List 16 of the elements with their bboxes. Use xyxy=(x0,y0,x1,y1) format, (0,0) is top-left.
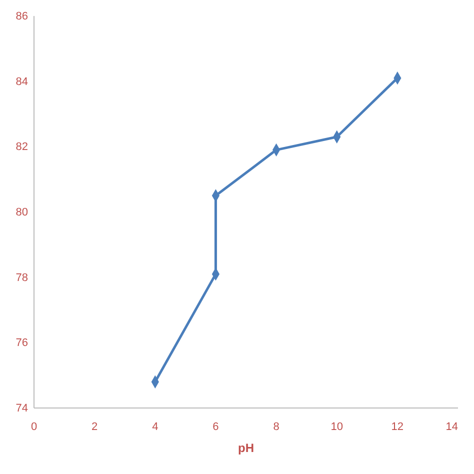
x-tick-label: 8 xyxy=(273,420,280,433)
y-tick-label: 80 xyxy=(16,206,28,219)
x-tick-label: 2 xyxy=(92,420,98,433)
x-tick-label: 0 xyxy=(30,420,38,433)
y-tick-label: 84 xyxy=(16,76,28,88)
x-tick-label: 12 xyxy=(391,420,404,433)
y-tick-label: 76 xyxy=(16,337,28,350)
x-axis-title: pH xyxy=(238,441,254,455)
x-tick-label: 10 xyxy=(330,420,343,433)
x-tick-label: 6 xyxy=(212,420,219,433)
y-tick-label: 74 xyxy=(16,402,28,415)
y-tick-label: 82 xyxy=(16,141,28,154)
y-tick-label: 86 xyxy=(16,10,28,23)
x-tick-label: 14 xyxy=(446,420,458,433)
y-tick-label: 78 xyxy=(16,272,28,284)
x-tick-label: 4 xyxy=(152,420,158,433)
